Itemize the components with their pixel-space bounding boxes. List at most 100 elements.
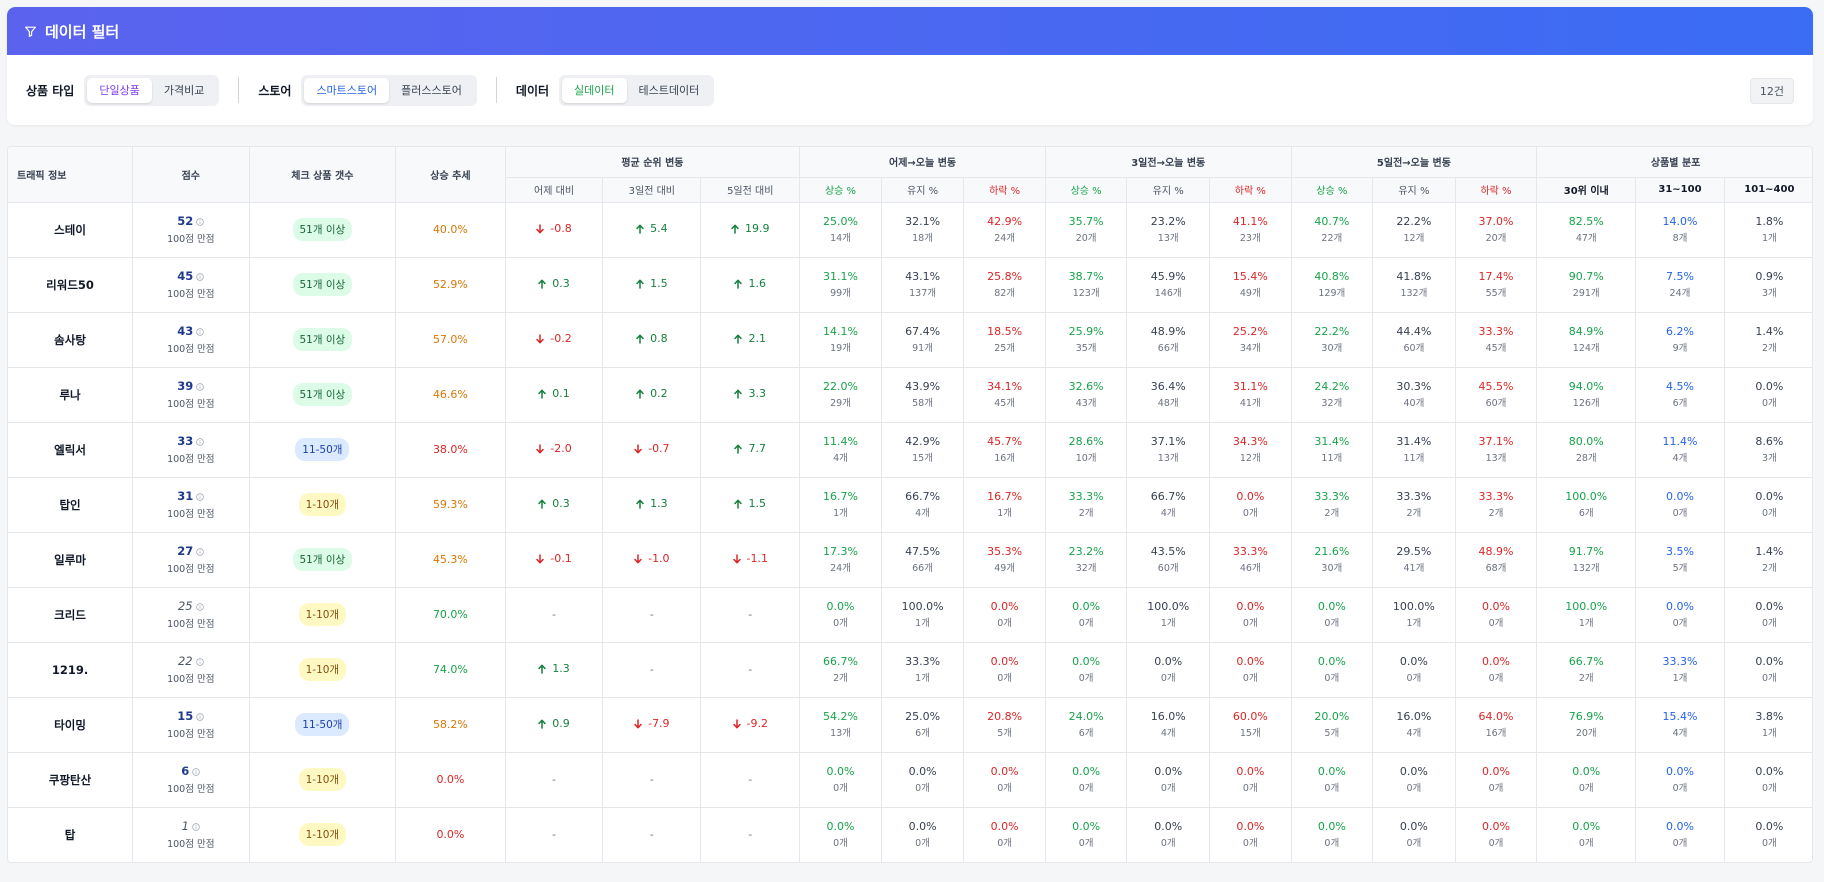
option-price-compare[interactable]: 가격비교: [163, 84, 205, 97]
avg-rank-value: 0.3: [552, 277, 570, 291]
change-percent: 37.0%: [1478, 215, 1514, 228]
table-row[interactable]: 엘릭서 33 100점 만점 11-50개 38.0% -2.0 -0.7 7.7 11.4% 4…: [8, 422, 1812, 478]
table-row[interactable]: 타이밍 15 100점 만점 11-50개 58.2% 0.9 -7.9 -9.2 54.2% 1…: [8, 697, 1812, 753]
option-real-data[interactable]: 실데이터: [562, 77, 627, 103]
table-row[interactable]: 탑인 31 100점 만점 1-10개 59.3% 0.3 1.3 1.5 16.7% 1개 66.…: [8, 477, 1812, 533]
avg-rank-change: -: [650, 773, 654, 786]
change-percent: 28.6%: [1068, 435, 1104, 448]
arrow-up-icon: [734, 279, 743, 289]
option-single-product[interactable]: 단일상품: [87, 77, 152, 103]
info-icon[interactable]: [196, 548, 205, 556]
avg-rank-cell: -: [602, 752, 702, 808]
header-score[interactable]: 점수: [132, 147, 250, 203]
header-d3-down[interactable]: 하락 %: [1209, 177, 1292, 203]
arrow-up-icon: [538, 499, 547, 509]
change-cell: 28.6% 10개: [1045, 422, 1128, 478]
change-percent: 31.4%: [1396, 435, 1432, 448]
trend-value: 45.3%: [432, 553, 468, 566]
change-count: 15개: [1239, 728, 1261, 739]
change-cell: 0.0% 0개: [1291, 642, 1374, 698]
dist-count: 124개: [1572, 343, 1600, 354]
info-icon[interactable]: [196, 218, 205, 226]
dist-count: 1개: [1578, 618, 1594, 629]
info-icon[interactable]: [196, 383, 205, 391]
table-row[interactable]: 스테이 52 100점 만점 51개 이상 40.0% -0.8 5.4 19.9 25.0% 1…: [8, 202, 1812, 258]
header-avg-yesterday[interactable]: 어제 대비: [505, 177, 604, 203]
dist-count: 6개: [1578, 508, 1594, 519]
trend-cell: 70.0%: [395, 587, 506, 643]
change-percent: 24.0%: [1068, 710, 1104, 723]
change-cell: 31.4% 11개: [1372, 422, 1456, 478]
header-avg-5days[interactable]: 5일전 대비: [700, 177, 801, 203]
table-row[interactable]: 탑 1 100점 만점 1-10개 0.0% - - -0.0% 0개 0.0% 0개 0.0% 0개 0…: [8, 807, 1812, 862]
change-count: 25개: [994, 343, 1016, 354]
table-row[interactable]: 루나 39 100점 만점 51개 이상 46.6% 0.1 0.2 3.3 22.0% 29개 4…: [8, 367, 1812, 423]
header-d1-down[interactable]: 하락 %: [963, 177, 1046, 203]
change-count: 4개: [1406, 728, 1422, 739]
avg-rank-cell: -0.1: [505, 532, 604, 588]
header-avg-3days[interactable]: 3일전 대비: [602, 177, 702, 203]
avg-rank-value: -: [748, 773, 753, 786]
option-test-data[interactable]: 테스트데이터: [638, 84, 700, 97]
option-smartstore[interactable]: 스마트스토어: [304, 77, 390, 103]
header-d5-keep[interactable]: 유지 %: [1372, 177, 1456, 203]
change-cell: 0.0% 0개: [1045, 752, 1128, 808]
avg-rank-cell: -0.7: [602, 422, 702, 478]
info-icon[interactable]: [196, 713, 205, 721]
change-cell: 0.0% 0개: [963, 807, 1046, 862]
info-icon[interactable]: [192, 768, 201, 776]
avg-rank-value: 1.6: [748, 277, 766, 291]
header-d1-up[interactable]: 상승 %: [799, 177, 882, 203]
change-count: 16개: [994, 453, 1016, 464]
table-row[interactable]: 쿠팡탄산 6 100점 만점 1-10개 0.0% - - -0.0% 0개 0.0% 0개 0.0%…: [8, 752, 1812, 808]
change-percent: 0.0%: [908, 820, 937, 834]
arrow-down-icon: [536, 444, 545, 454]
traffic-name-cell: 엘릭서: [8, 422, 134, 478]
dist-percent: 1.4%: [1755, 545, 1784, 558]
header-d3-up[interactable]: 상승 %: [1045, 177, 1128, 203]
header-trend[interactable]: 상승 추세: [395, 147, 506, 203]
header-d1-keep[interactable]: 유지 %: [881, 177, 965, 203]
header-dist-top30[interactable]: 30위 이내: [1536, 177, 1637, 203]
option-plusstore[interactable]: 플러스스토어: [401, 84, 462, 97]
change-percent: 100.0%: [901, 600, 944, 613]
header-d5-up[interactable]: 상승 %: [1291, 177, 1374, 203]
avg-rank-cell: -: [505, 587, 604, 643]
score-max-label: 100점 만점: [167, 289, 215, 300]
avg-rank-value: 0.3: [552, 497, 570, 511]
header-dist-101-400[interactable]: 101~400: [1724, 177, 1812, 203]
table-row[interactable]: 리워드50 45 100점 만점 51개 이상 52.9% 0.3 1.5 1.6 31.1% 9…: [8, 257, 1812, 313]
table-row[interactable]: 솜사탕 43 100점 만점 51개 이상 57.0% -0.2 0.8 2.1 14.1% 19…: [8, 312, 1812, 368]
arrow-up-icon: [636, 389, 644, 399]
dist-percent: 15.4%: [1662, 710, 1698, 723]
change-count: 0개: [1488, 783, 1504, 794]
check-count-badge: 51개 이상: [292, 328, 353, 351]
change-percent: 16.0%: [1396, 710, 1432, 723]
info-icon[interactable]: [196, 273, 205, 281]
check-count-badge: 51개 이상: [292, 273, 353, 296]
table-row[interactable]: 크리드 25 100점 만점 1-10개 70.0% - - - 0.0% 0개 100.0% 1개 0…: [8, 587, 1812, 643]
check-count-badge: 51개 이상: [292, 218, 353, 241]
change-percent: 22.2%: [1396, 215, 1432, 228]
table-row[interactable]: 일루마 27 100점 만점 51개 이상 45.3% -0.1 -1.0 -1.1 17.3%…: [8, 532, 1812, 588]
info-icon[interactable]: [195, 603, 204, 611]
header-d3-keep[interactable]: 유지 %: [1126, 177, 1211, 203]
change-count: 137개: [909, 288, 936, 299]
change-percent: 16.0%: [1150, 710, 1186, 723]
change-percent: 17.3%: [823, 545, 858, 558]
header-dist-31-100[interactable]: 31~100: [1635, 177, 1725, 203]
header-check-count[interactable]: 체크 상품 갯수: [249, 147, 397, 203]
info-icon[interactable]: [196, 493, 205, 501]
header-d5-down[interactable]: 하락 %: [1455, 177, 1538, 203]
change-count: 6개: [1078, 728, 1094, 739]
check-count-cell: 1-10개: [249, 807, 397, 862]
info-icon[interactable]: [196, 438, 205, 446]
info-icon[interactable]: [195, 658, 204, 666]
info-icon[interactable]: [196, 328, 205, 336]
table-row[interactable]: 1219. 22 100점 만점 1-10개 74.0% 1.3 - - 66.7% 2개 33.3…: [8, 642, 1812, 698]
change-percent: 43.9%: [905, 380, 941, 393]
divider: [238, 77, 240, 103]
change-cell: 25.8% 82개: [963, 257, 1046, 313]
change-cell: 23.2% 32개: [1045, 532, 1128, 588]
info-icon[interactable]: [192, 823, 200, 831]
